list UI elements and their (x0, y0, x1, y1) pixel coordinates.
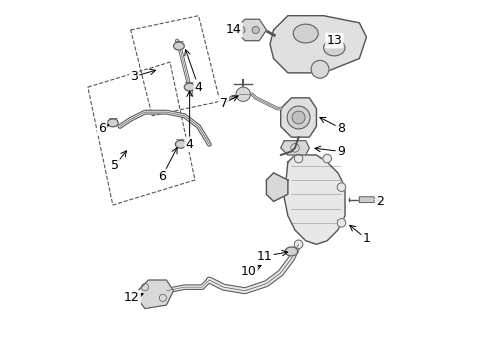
Text: 11: 11 (257, 249, 272, 262)
Circle shape (311, 60, 329, 78)
Polygon shape (284, 155, 345, 244)
Circle shape (292, 111, 305, 124)
Ellipse shape (173, 42, 184, 50)
Text: 12: 12 (124, 291, 140, 305)
Circle shape (294, 240, 303, 249)
Text: 6: 6 (158, 170, 166, 183)
Text: 13: 13 (326, 34, 342, 47)
Circle shape (238, 26, 245, 33)
Text: 5: 5 (111, 159, 119, 172)
Polygon shape (281, 98, 317, 137)
Ellipse shape (184, 83, 195, 91)
Text: 7: 7 (220, 97, 227, 110)
Ellipse shape (285, 247, 298, 256)
Text: 4: 4 (186, 138, 194, 151)
Circle shape (337, 219, 346, 227)
Polygon shape (134, 280, 173, 309)
Polygon shape (359, 197, 377, 203)
Polygon shape (234, 19, 267, 41)
Ellipse shape (293, 24, 318, 43)
Circle shape (252, 26, 259, 33)
Circle shape (323, 154, 331, 163)
Text: 1: 1 (363, 233, 370, 246)
Text: 4: 4 (195, 81, 202, 94)
Text: 8: 8 (337, 122, 345, 135)
Text: 14: 14 (226, 23, 242, 36)
Ellipse shape (175, 140, 186, 148)
Ellipse shape (107, 119, 118, 127)
Ellipse shape (323, 40, 345, 56)
Polygon shape (270, 16, 367, 73)
Text: 2: 2 (376, 195, 384, 208)
Circle shape (287, 106, 310, 129)
Polygon shape (281, 141, 309, 155)
Polygon shape (267, 173, 288, 202)
Text: 6: 6 (98, 122, 106, 135)
Circle shape (236, 87, 250, 102)
Circle shape (294, 154, 303, 163)
Text: 10: 10 (241, 265, 256, 278)
Text: 9: 9 (337, 145, 344, 158)
Circle shape (337, 183, 346, 192)
Text: 3: 3 (130, 70, 138, 83)
